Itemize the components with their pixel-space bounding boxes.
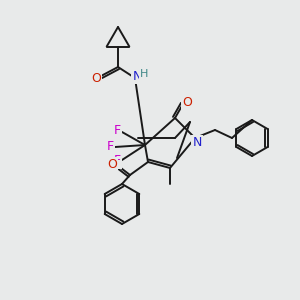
Text: F: F [113,124,121,137]
Text: N: N [192,136,202,148]
Text: O: O [91,71,101,85]
Text: F: F [113,154,121,167]
Text: F: F [106,140,114,154]
Text: O: O [107,158,117,170]
Text: N: N [132,70,142,83]
Text: H: H [140,69,148,79]
Text: O: O [182,95,192,109]
